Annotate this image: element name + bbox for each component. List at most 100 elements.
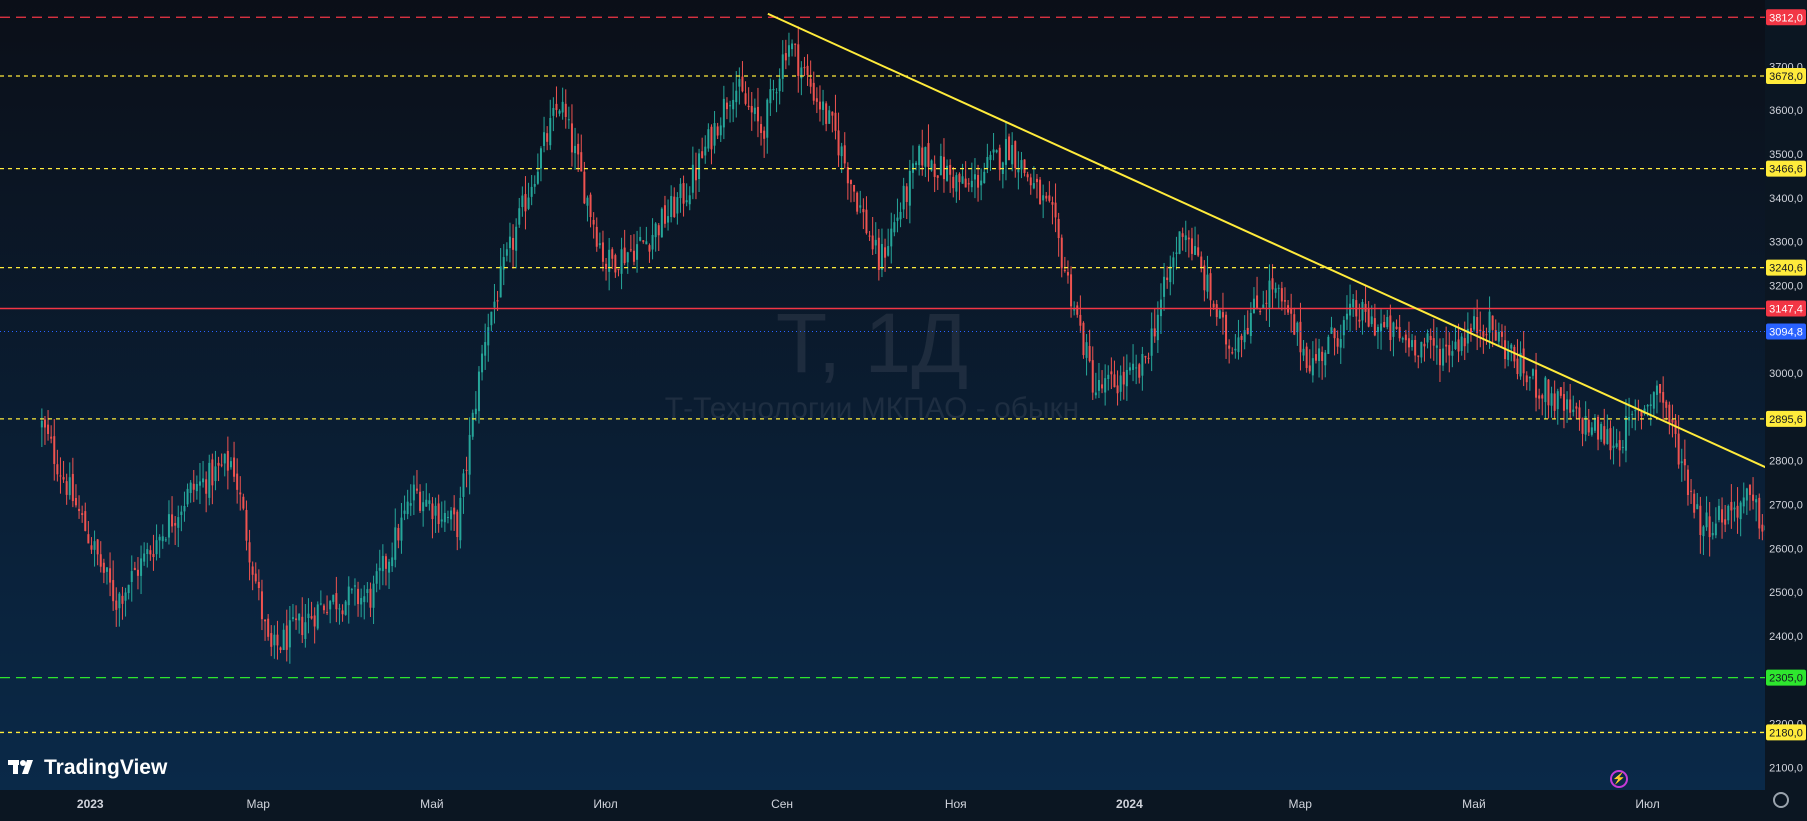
- candle-body: [285, 625, 288, 650]
- price-axis[interactable]: 2100,02200,02300,02400,02500,02600,02700…: [1765, 0, 1807, 816]
- candle-body: [1128, 367, 1131, 371]
- candle-body: [908, 170, 911, 206]
- candle-body: [1138, 364, 1141, 378]
- candle-body: [161, 536, 164, 542]
- candle-body: [1569, 399, 1572, 413]
- tradingview-logo-text: TradingView: [44, 756, 168, 779]
- candle-body: [1497, 331, 1500, 342]
- y-tick-label: 2700,0: [1769, 500, 1803, 512]
- candle-body: [1426, 333, 1429, 343]
- candle-body: [1066, 272, 1069, 276]
- tradingview-logo-icon: [8, 760, 33, 774]
- candle-body: [245, 509, 248, 541]
- candle-body: [419, 491, 422, 511]
- candle-body: [837, 130, 840, 156]
- candle-body: [660, 208, 663, 238]
- time-axis-bg: [0, 790, 1807, 816]
- candle-body: [205, 479, 208, 494]
- candle-body: [99, 554, 102, 567]
- candle-body: [220, 464, 223, 466]
- candle-body: [1500, 331, 1503, 337]
- candle-body: [1473, 316, 1476, 330]
- candle-body: [78, 508, 81, 512]
- candle-body: [1119, 375, 1122, 392]
- candle-body: [732, 99, 735, 110]
- candle-body: [217, 462, 220, 466]
- candle-body: [415, 488, 418, 491]
- tradingview-logo[interactable]: TradingView: [8, 756, 167, 780]
- candle-body: [694, 167, 697, 181]
- candle-body: [400, 517, 403, 541]
- y-tick-label: 3200,0: [1769, 280, 1803, 292]
- time-axis[interactable]: 2023МарМайИюлСенНоя2024МарМайИюлСенНоя20…: [0, 790, 1807, 816]
- candle-body: [846, 167, 849, 184]
- candle-body: [753, 107, 756, 114]
- bolt-icon[interactable]: ⚡: [1610, 770, 1628, 788]
- candle-body: [1488, 311, 1491, 333]
- candle-body: [1039, 179, 1042, 205]
- candle-body: [1631, 413, 1634, 415]
- candle-body: [186, 488, 189, 505]
- candle-body: [112, 580, 115, 602]
- candle-body: [96, 539, 99, 555]
- candle-body: [248, 542, 251, 563]
- candle-body: [884, 247, 887, 258]
- candle-body: [970, 180, 973, 188]
- candle-body: [310, 616, 313, 619]
- candle-body: [1736, 505, 1739, 518]
- candle-body: [431, 503, 434, 520]
- candle-body: [403, 510, 406, 514]
- y-tick-label: 2800,0: [1769, 456, 1803, 468]
- candle-body: [1522, 348, 1525, 374]
- candle-body: [1640, 411, 1643, 417]
- candle-body: [1705, 512, 1708, 528]
- candle-body: [1060, 237, 1063, 269]
- candle-body: [102, 562, 105, 573]
- candle-body: [1686, 469, 1689, 496]
- candle-body: [701, 151, 704, 159]
- candle-body: [443, 512, 446, 523]
- candle-body: [270, 633, 273, 647]
- candle-body: [406, 501, 409, 515]
- price-tag-label: 2305,0: [1769, 673, 1803, 685]
- candle-body: [487, 327, 490, 346]
- candle-body: [1008, 136, 1011, 161]
- candle-body: [298, 613, 301, 621]
- candle-body: [899, 211, 902, 220]
- candle-body: [657, 225, 660, 236]
- candle-body: [477, 371, 480, 412]
- candle-body: [133, 567, 136, 571]
- candle-body: [388, 561, 391, 573]
- candle-body: [766, 99, 769, 138]
- candle-body: [124, 592, 127, 601]
- candle-body: [521, 195, 524, 208]
- candle-body: [1612, 445, 1615, 448]
- candle-body: [109, 568, 112, 583]
- candle-body: [515, 226, 518, 251]
- candle-body: [1321, 351, 1324, 361]
- x-tick-label: Май: [420, 797, 444, 811]
- candle-body: [71, 473, 74, 502]
- candle-body: [1386, 317, 1389, 328]
- gear-icon[interactable]: [1773, 792, 1789, 808]
- candle-body: [242, 496, 245, 509]
- x-tick-label: 2023: [77, 797, 104, 811]
- candle-body: [710, 126, 713, 150]
- price-tag: [1766, 410, 1806, 427]
- candle-body: [1699, 505, 1702, 536]
- candle-body: [1020, 160, 1023, 170]
- candle-body: [1101, 384, 1104, 389]
- candle-body: [1693, 493, 1696, 513]
- candle-body: [605, 263, 608, 269]
- candle-body: [691, 164, 694, 193]
- candle-body: [1243, 330, 1246, 343]
- candle-body: [341, 610, 344, 615]
- candle-body: [1531, 369, 1534, 376]
- candle-body: [973, 174, 976, 180]
- candle-body: [471, 412, 474, 437]
- price-tag: [1766, 67, 1806, 84]
- candle-body: [1327, 336, 1330, 354]
- candle-body: [617, 269, 620, 271]
